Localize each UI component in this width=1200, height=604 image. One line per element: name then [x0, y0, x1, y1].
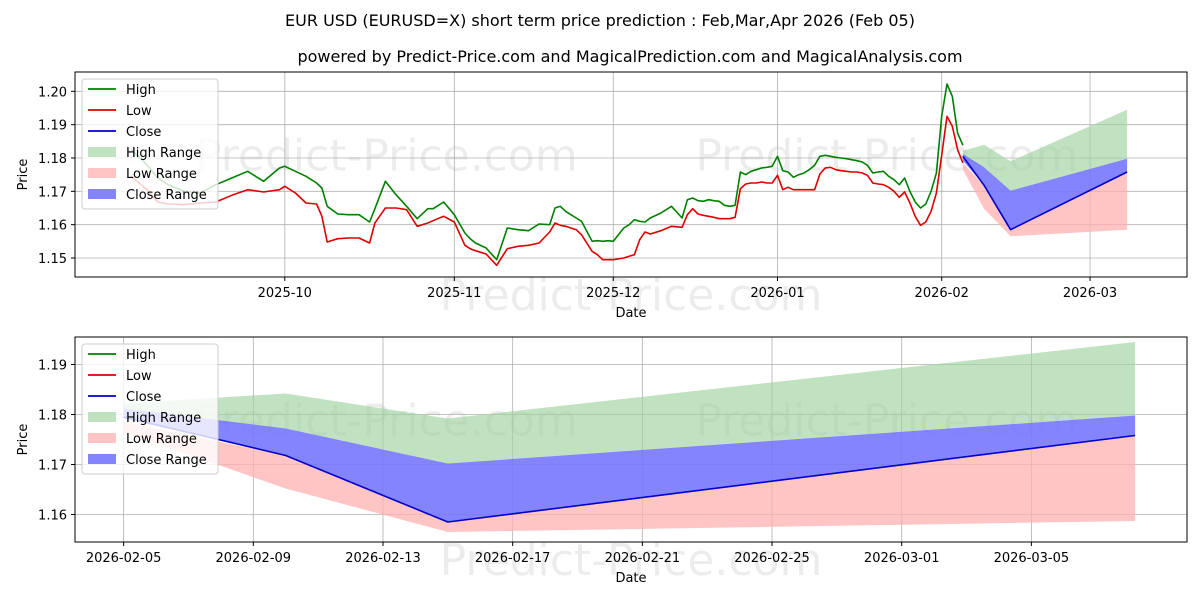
axes-frame [74, 71, 1188, 278]
y-tick-label: 1.18 [38, 152, 67, 167]
legend-label: High [126, 83, 156, 98]
close-range-band [123, 408, 1136, 522]
x-tick-label: 2026-02-17 [475, 551, 551, 566]
watermark-text: Predict-Price.com [440, 270, 823, 321]
chart-title: EUR USD (EURUSD=X) short term price pred… [285, 11, 915, 30]
x-tick-label: 2026-02-13 [345, 551, 421, 566]
low-range-legend-swatch [88, 433, 116, 443]
close-range-legend-swatch [88, 454, 116, 464]
legend-label: Close Range [126, 453, 207, 468]
high-range-band [123, 342, 1136, 464]
low-range-band [962, 163, 1128, 237]
x-tick-label: 2026-02-05 [86, 551, 162, 566]
legend-label: Low Range [126, 167, 197, 182]
y-tick-label: 1.19 [38, 119, 67, 134]
x-tick-label: 2026-02-09 [216, 551, 292, 566]
low-range-legend-swatch [88, 168, 116, 178]
axes-frame [74, 336, 1188, 543]
x-tick-label: 2025-11 [427, 286, 481, 301]
legend-label: High Range [126, 146, 201, 161]
high-price-line [130, 83, 964, 261]
x-tick-label: 2026-02 [915, 286, 969, 301]
legend-label: Close Range [126, 188, 207, 203]
legend-label: Close [126, 125, 161, 140]
legend-label: Low Range [126, 432, 197, 447]
high-range-band [962, 109, 1128, 192]
x-axis-label: Date [615, 306, 646, 321]
x-tick-label: 2026-01 [750, 286, 804, 301]
x-tick-label: 2026-03-05 [994, 551, 1070, 566]
watermark-text: Predict-Price.com [195, 130, 578, 181]
chart-legend: High Low Close High Range Low Range Close Ran… [81, 343, 219, 475]
y-tick-label: 1.18 [38, 409, 67, 424]
x-tick-label: 2025-12 [586, 286, 640, 301]
close-range-band [962, 154, 1128, 230]
y-tick-label: 1.19 [38, 359, 67, 374]
high-range-legend-swatch [88, 147, 116, 157]
y-tick-label: 1.15 [38, 252, 67, 267]
legend-label: Low [126, 369, 152, 384]
low-price-line [130, 115, 964, 267]
x-tick-label: 2026-02-25 [734, 551, 810, 566]
legend-label: Low [126, 104, 152, 119]
y-tick-label: 1.16 [38, 219, 67, 234]
x-tick-label: 2026-02-21 [605, 551, 681, 566]
legend-label: Close [126, 390, 161, 405]
y-tick-label: 1.16 [38, 509, 67, 524]
x-axis-label: Date [615, 571, 646, 586]
watermark-text: Predict-Price.com [440, 535, 823, 586]
x-tick-label: 2026-03 [1063, 286, 1117, 301]
close-range-legend-swatch [88, 189, 116, 199]
lower-chart-panel: Predict-Price.comPredict-Price.comPredic… [16, 336, 1188, 586]
legend-label: High [126, 348, 156, 363]
y-tick-label: 1.17 [38, 459, 67, 474]
legend-label: High Range [126, 411, 201, 426]
x-tick-label: 2026-03-01 [864, 551, 940, 566]
upper-chart-panel: Predict-Price.com Predict-Price.comPredic… [16, 71, 1188, 321]
y-axis-label: Price [16, 159, 31, 191]
y-axis-label: Price [16, 424, 31, 456]
chart-subtitle: powered by Predict-Price.com and Magical… [297, 47, 962, 66]
y-tick-label: 1.17 [38, 185, 67, 200]
x-tick-label: 2025-10 [258, 286, 312, 301]
chart-legend: High Low Close High Range Low Range Close Ran… [81, 78, 219, 210]
low-range-band [123, 422, 1136, 532]
y-tick-label: 1.20 [38, 85, 67, 100]
close-price-line [962, 155, 1128, 231]
high-range-legend-swatch [88, 412, 116, 422]
